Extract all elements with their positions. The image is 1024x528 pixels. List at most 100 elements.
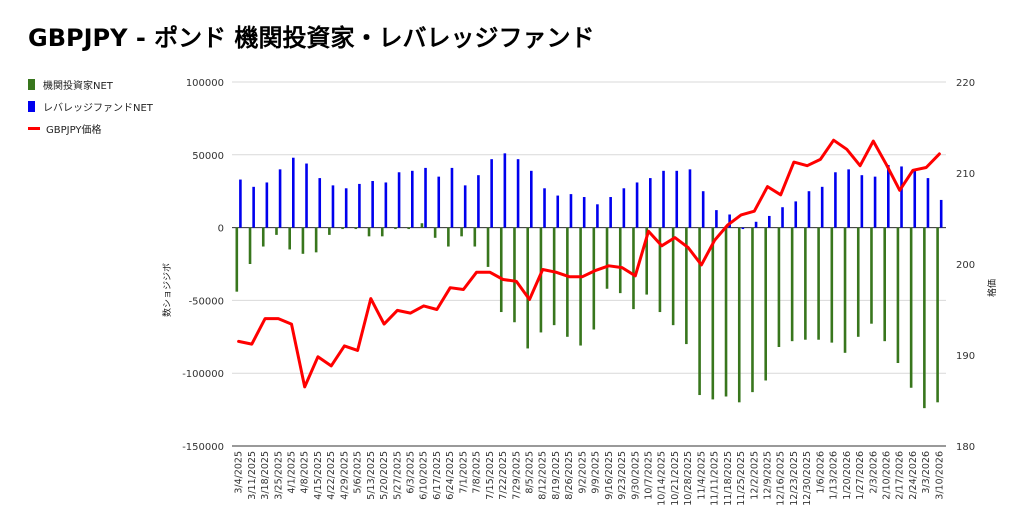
bar-leveraged [397, 172, 401, 228]
bar-leveraged [305, 163, 308, 228]
bar-institutional [235, 227, 239, 292]
bar-institutional [354, 227, 358, 230]
x-tick-label: 1/27/2026 [855, 451, 866, 500]
x-tick-label: 10/28/2025 [683, 451, 694, 506]
bar-leveraged [424, 167, 427, 228]
bar-institutional [513, 227, 516, 323]
bar-institutional [314, 227, 318, 253]
x-tick-label: 5/20/2025 [379, 451, 390, 500]
bar-institutional [698, 227, 701, 396]
x-tick-label: 3/11/2025 [247, 451, 258, 500]
bar-leveraged [344, 188, 348, 228]
bar-institutional [658, 227, 662, 313]
bar-institutional [407, 227, 410, 230]
bar-leveraged [596, 204, 599, 228]
bar-institutional [539, 227, 543, 333]
bar-institutional [301, 227, 305, 254]
bar-leveraged [741, 227, 745, 230]
y-right-tick-label: 210 [956, 169, 975, 180]
x-tick-label: 3/25/2025 [273, 451, 284, 500]
x-tick-label: 8/26/2025 [564, 451, 575, 500]
bar-leveraged [450, 167, 454, 228]
bar-institutional [420, 223, 424, 228]
y-left-tick-label: 100000 [186, 78, 224, 89]
bar-institutional [724, 227, 728, 397]
axes: -150000 -100000 -50000 0 50000 100000 180 190 20… [182, 78, 975, 506]
bar-institutional [592, 227, 596, 330]
x-tick-label: 8/19/2025 [551, 451, 562, 500]
y-right-tick-label: 200 [956, 260, 975, 271]
bar-institutional [328, 227, 331, 235]
bar-leveraged [834, 172, 837, 228]
bar-institutional [579, 227, 582, 346]
x-tick-label: 6/3/2025 [406, 451, 417, 494]
x-tick-label: 7/8/2025 [472, 451, 483, 494]
x-tick-label: 9/16/2025 [604, 451, 615, 500]
x-tick-label: 12/16/2025 [776, 451, 787, 506]
x-tick-label: 7/1/2025 [458, 451, 469, 494]
bar-leveraged [635, 182, 639, 228]
bar-leveraged [715, 210, 718, 228]
bar-institutional [341, 227, 344, 230]
bar-institutional [896, 227, 900, 364]
bar-institutional [447, 227, 450, 247]
bar-leveraged [649, 178, 652, 228]
x-tick-label: 7/22/2025 [498, 451, 509, 500]
bar-leveraged [384, 182, 388, 228]
bar-leveraged [318, 178, 322, 228]
x-tick-label: 11/4/2025 [696, 451, 707, 500]
bar-leveraged [569, 194, 573, 228]
x-tick-label: 9/30/2025 [630, 451, 641, 500]
bar-leveraged [331, 185, 335, 228]
bar-institutional [499, 227, 503, 313]
bars [235, 153, 943, 409]
grid [232, 81, 946, 447]
bar-institutional [473, 227, 477, 247]
x-tick-label: 2/10/2026 [882, 451, 893, 500]
legend-item-institutional: 機関投資家NET [28, 76, 153, 92]
bar-leveraged [503, 153, 507, 228]
x-tick-label: 2/24/2026 [908, 451, 919, 500]
x-tick-label: 7/15/2025 [485, 451, 496, 500]
bar-institutional [526, 227, 529, 349]
bar-leveraged [278, 169, 282, 228]
legend-swatch-institutional [28, 78, 35, 90]
bar-leveraged [292, 157, 295, 228]
bar-leveraged [609, 197, 612, 228]
x-tick-label: 11/11/2025 [710, 451, 721, 506]
legend-item-leveraged: レバレッジファンドNET [28, 98, 153, 114]
bar-institutional [645, 227, 648, 295]
bar-institutional [751, 227, 754, 393]
bar-leveraged [463, 185, 467, 228]
x-tick-label: 3/18/2025 [260, 451, 271, 500]
legend: 機関投資家NET レバレッジファンドNET GBPJPY価格 [28, 76, 153, 142]
x-tick-label: 6/17/2025 [432, 451, 443, 500]
bar-leveraged [728, 214, 731, 228]
price-line [237, 138, 941, 389]
x-tick-label: 5/6/2025 [353, 451, 364, 494]
bar-institutional [288, 227, 291, 250]
bar-leveraged [662, 170, 665, 228]
x-tick-label: 9/2/2025 [577, 451, 588, 494]
bar-leveraged [622, 188, 626, 228]
price-line-group [237, 138, 941, 389]
bar-institutional [433, 227, 437, 238]
bar-leveraged [873, 176, 877, 228]
bar-leveraged [900, 166, 903, 228]
bar-institutional [685, 227, 688, 345]
bar-institutional [711, 227, 715, 400]
bar-institutional [817, 227, 820, 340]
bar-institutional [460, 227, 463, 237]
bar-institutional [671, 227, 675, 326]
x-tick-label: 10/21/2025 [670, 451, 681, 506]
bar-institutional [843, 227, 847, 353]
bar-institutional [618, 227, 622, 294]
bar-institutional [804, 227, 807, 340]
bar-institutional [909, 227, 913, 388]
x-tick-label: 12/23/2025 [789, 451, 800, 506]
bar-institutional [248, 227, 252, 264]
x-tick-label: 2/3/2026 [868, 451, 879, 494]
bar-institutional [883, 227, 886, 342]
legend-label-price: GBPJPY価格 [46, 124, 102, 136]
